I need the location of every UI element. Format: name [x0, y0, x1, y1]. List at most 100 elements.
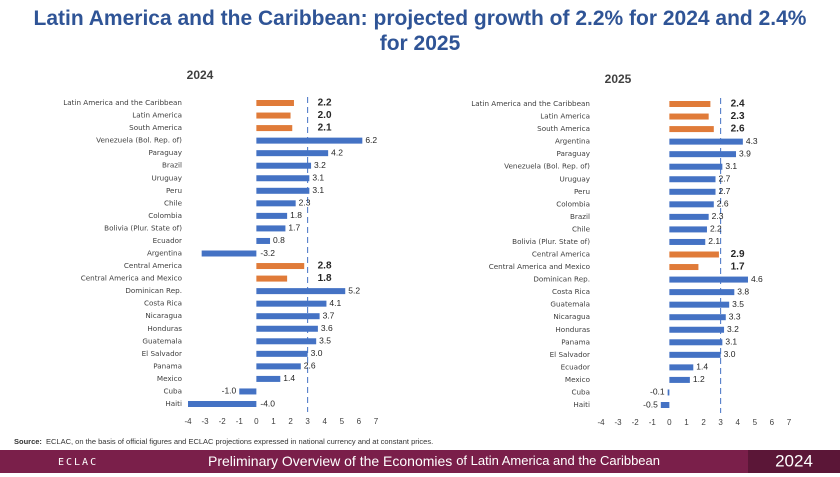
value-label: 3.5 — [319, 336, 331, 346]
bar — [669, 151, 737, 158]
category-label: Latin America and the Caribbean — [63, 98, 182, 107]
bar — [256, 375, 281, 382]
bar — [188, 401, 257, 407]
value-label: 2.7 — [719, 174, 731, 184]
bar — [667, 389, 670, 396]
value-label: -3.2 — [260, 248, 275, 258]
value-label: 2.3 — [712, 211, 724, 221]
category-label: Honduras — [555, 325, 590, 334]
category-label: Central America and Mexico — [81, 274, 182, 283]
x-tick-label: 1 — [271, 417, 276, 426]
value-label: 3.0 — [311, 348, 323, 358]
category-label: Bolivia (Plur. State of) — [104, 223, 182, 232]
value-label: -0.1 — [650, 387, 665, 397]
bar — [256, 100, 294, 106]
value-label: 3.2 — [727, 324, 739, 334]
category-label: South America — [129, 123, 182, 132]
bar — [669, 113, 709, 120]
x-tick-label: 7 — [374, 417, 379, 426]
footer-publication-rest: of Latin America and the Caribbean — [456, 453, 660, 468]
bar — [256, 313, 320, 320]
category-label: Nicaragua — [145, 311, 182, 320]
x-tick-label: -2 — [632, 418, 640, 427]
x-tick-label: 4 — [736, 418, 741, 427]
bar — [256, 225, 286, 232]
source-text: ECLAC, on the basis of official figures … — [46, 437, 433, 446]
bar — [669, 314, 726, 321]
bar — [256, 275, 288, 282]
bar — [256, 300, 327, 307]
bar — [660, 402, 670, 408]
bar — [256, 175, 310, 182]
source-label: Source: — [14, 437, 42, 446]
x-tick-label: 5 — [753, 418, 758, 427]
x-tick-label: 1 — [684, 418, 689, 427]
bar — [669, 163, 723, 170]
bar — [201, 250, 257, 257]
bar — [256, 150, 329, 157]
category-label: Guatemala — [142, 336, 182, 345]
value-label: 6.2 — [365, 135, 377, 145]
value-label: 1.4 — [696, 362, 708, 372]
category-label: Venezuela (Bol. Rep. of) — [504, 162, 590, 171]
category-label: Central America and Mexico — [489, 262, 590, 271]
category-label: Costa Rica — [144, 299, 182, 308]
category-label: El Salvador — [550, 350, 590, 359]
category-label: Haiti — [165, 399, 182, 408]
value-label: 2.1 — [708, 236, 720, 246]
bar — [256, 325, 318, 332]
category-label: Chile — [164, 198, 183, 207]
value-label: 1.2 — [693, 374, 705, 384]
x-tick-label: 0 — [667, 418, 672, 427]
title-box: Latin America and the Caribbean: project… — [34, 7, 807, 55]
category-label: Venezuela (Bol. Rep. of) — [96, 136, 182, 145]
value-label: 3.1 — [725, 337, 737, 347]
value-label: 2.9 — [731, 249, 745, 260]
value-label: 4.6 — [751, 274, 763, 284]
value-label: 3.3 — [729, 311, 741, 321]
value-label: 3.1 — [312, 173, 324, 183]
bar — [256, 350, 308, 357]
category-label: Paraguay — [556, 149, 590, 158]
footer-publication-bold: Preliminary Overview of the Economies — [208, 453, 452, 469]
value-label: 2.7 — [719, 186, 731, 196]
category-label: Ecuador — [561, 362, 590, 371]
bar — [669, 276, 748, 283]
category-label: Central America — [124, 261, 182, 270]
x-tick-label: 0 — [254, 417, 259, 426]
category-label: Honduras — [147, 324, 182, 333]
value-label: 3.0 — [724, 349, 736, 359]
value-label: 2.6 — [304, 361, 316, 371]
category-label: South America — [537, 124, 590, 133]
bar — [256, 363, 301, 370]
value-label: 1.7 — [288, 223, 300, 233]
value-label: 3.8 — [737, 286, 749, 296]
value-label: 4.1 — [329, 298, 341, 308]
category-label: Brazil — [570, 212, 590, 221]
category-label: Ecuador — [153, 236, 182, 245]
x-tick-label: 6 — [770, 418, 775, 427]
category-label: Uruguay — [559, 174, 590, 183]
category-label: Brazil — [162, 161, 182, 170]
bar — [669, 201, 714, 208]
category-label: Colombia — [148, 211, 182, 220]
bar — [669, 364, 694, 371]
x-tick-label: 4 — [323, 417, 328, 426]
value-label: 3.2 — [314, 160, 326, 170]
category-label: Dominican Rep. — [533, 275, 590, 284]
bar — [256, 212, 288, 219]
bar — [256, 125, 293, 132]
footer-publication: Preliminary Overview of the Economies of… — [208, 453, 660, 469]
category-label: Cuba — [163, 386, 182, 395]
x-tick-label: 7 — [787, 418, 792, 427]
x-tick-label: -2 — [219, 417, 227, 426]
category-label: Costa Rica — [552, 287, 590, 296]
value-label: 2.6 — [731, 124, 745, 135]
category-label: Latin America and the Caribbean — [471, 99, 590, 108]
category-label: Paraguay — [148, 148, 182, 157]
bar — [256, 263, 305, 270]
category-label: Guatemala — [550, 300, 590, 309]
